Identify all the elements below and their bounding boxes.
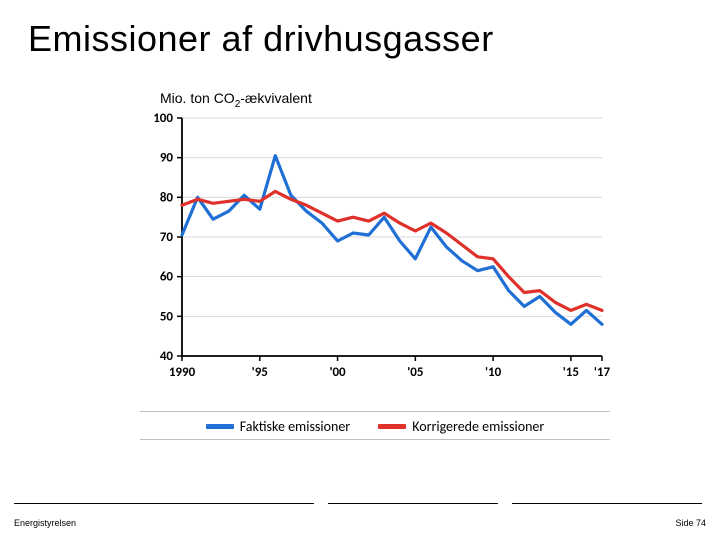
emissions-line-chart: 40 50 60 70 80 90 100 1990 '95 '00 '05 '10 '15 '17 bbox=[140, 110, 610, 400]
slide: Emissioner af drivhusgasser Mio. ton CO2… bbox=[0, 0, 720, 540]
legend-swatch-faktiske bbox=[206, 424, 234, 429]
footer-source: Energistyrelsen bbox=[14, 518, 76, 528]
svg-text:90: 90 bbox=[160, 151, 174, 166]
footer-divider bbox=[14, 503, 706, 504]
legend-label-korrigerede: Korrigerede emissioner bbox=[412, 418, 544, 435]
subtitle-suffix: -ækvivalent bbox=[240, 90, 312, 106]
svg-text:'05: '05 bbox=[407, 365, 423, 380]
chart-subtitle: Mio. ton CO2-ækvivalent bbox=[160, 90, 312, 110]
svg-text:70: 70 bbox=[160, 230, 174, 245]
svg-text:50: 50 bbox=[160, 309, 174, 324]
svg-text:1990: 1990 bbox=[169, 365, 196, 380]
svg-text:'95: '95 bbox=[252, 365, 268, 380]
chart-container: 40 50 60 70 80 90 100 1990 '95 '00 '05 '10 '15 '17 Fa… bbox=[140, 110, 610, 440]
legend-item-faktiske: Faktiske emissioner bbox=[206, 418, 351, 435]
chart-legend: Faktiske emissioner Korrigerede emission… bbox=[140, 411, 610, 440]
svg-text:60: 60 bbox=[160, 270, 174, 285]
subtitle-prefix: Mio. ton CO bbox=[160, 90, 235, 106]
svg-text:'00: '00 bbox=[329, 365, 346, 380]
legend-item-korrigerede: Korrigerede emissioner bbox=[378, 418, 544, 435]
svg-text:100: 100 bbox=[153, 111, 173, 126]
svg-text:80: 80 bbox=[160, 190, 174, 205]
svg-text:'10: '10 bbox=[485, 365, 502, 380]
svg-text:'15: '15 bbox=[563, 365, 579, 380]
svg-text:'17: '17 bbox=[594, 365, 610, 380]
svg-text:40: 40 bbox=[160, 349, 174, 364]
legend-swatch-korrigerede bbox=[378, 424, 406, 429]
footer-page-number: Side 74 bbox=[675, 518, 706, 528]
legend-label-faktiske: Faktiske emissioner bbox=[240, 418, 351, 435]
page-title: Emissioner af drivhusgasser bbox=[28, 18, 494, 60]
